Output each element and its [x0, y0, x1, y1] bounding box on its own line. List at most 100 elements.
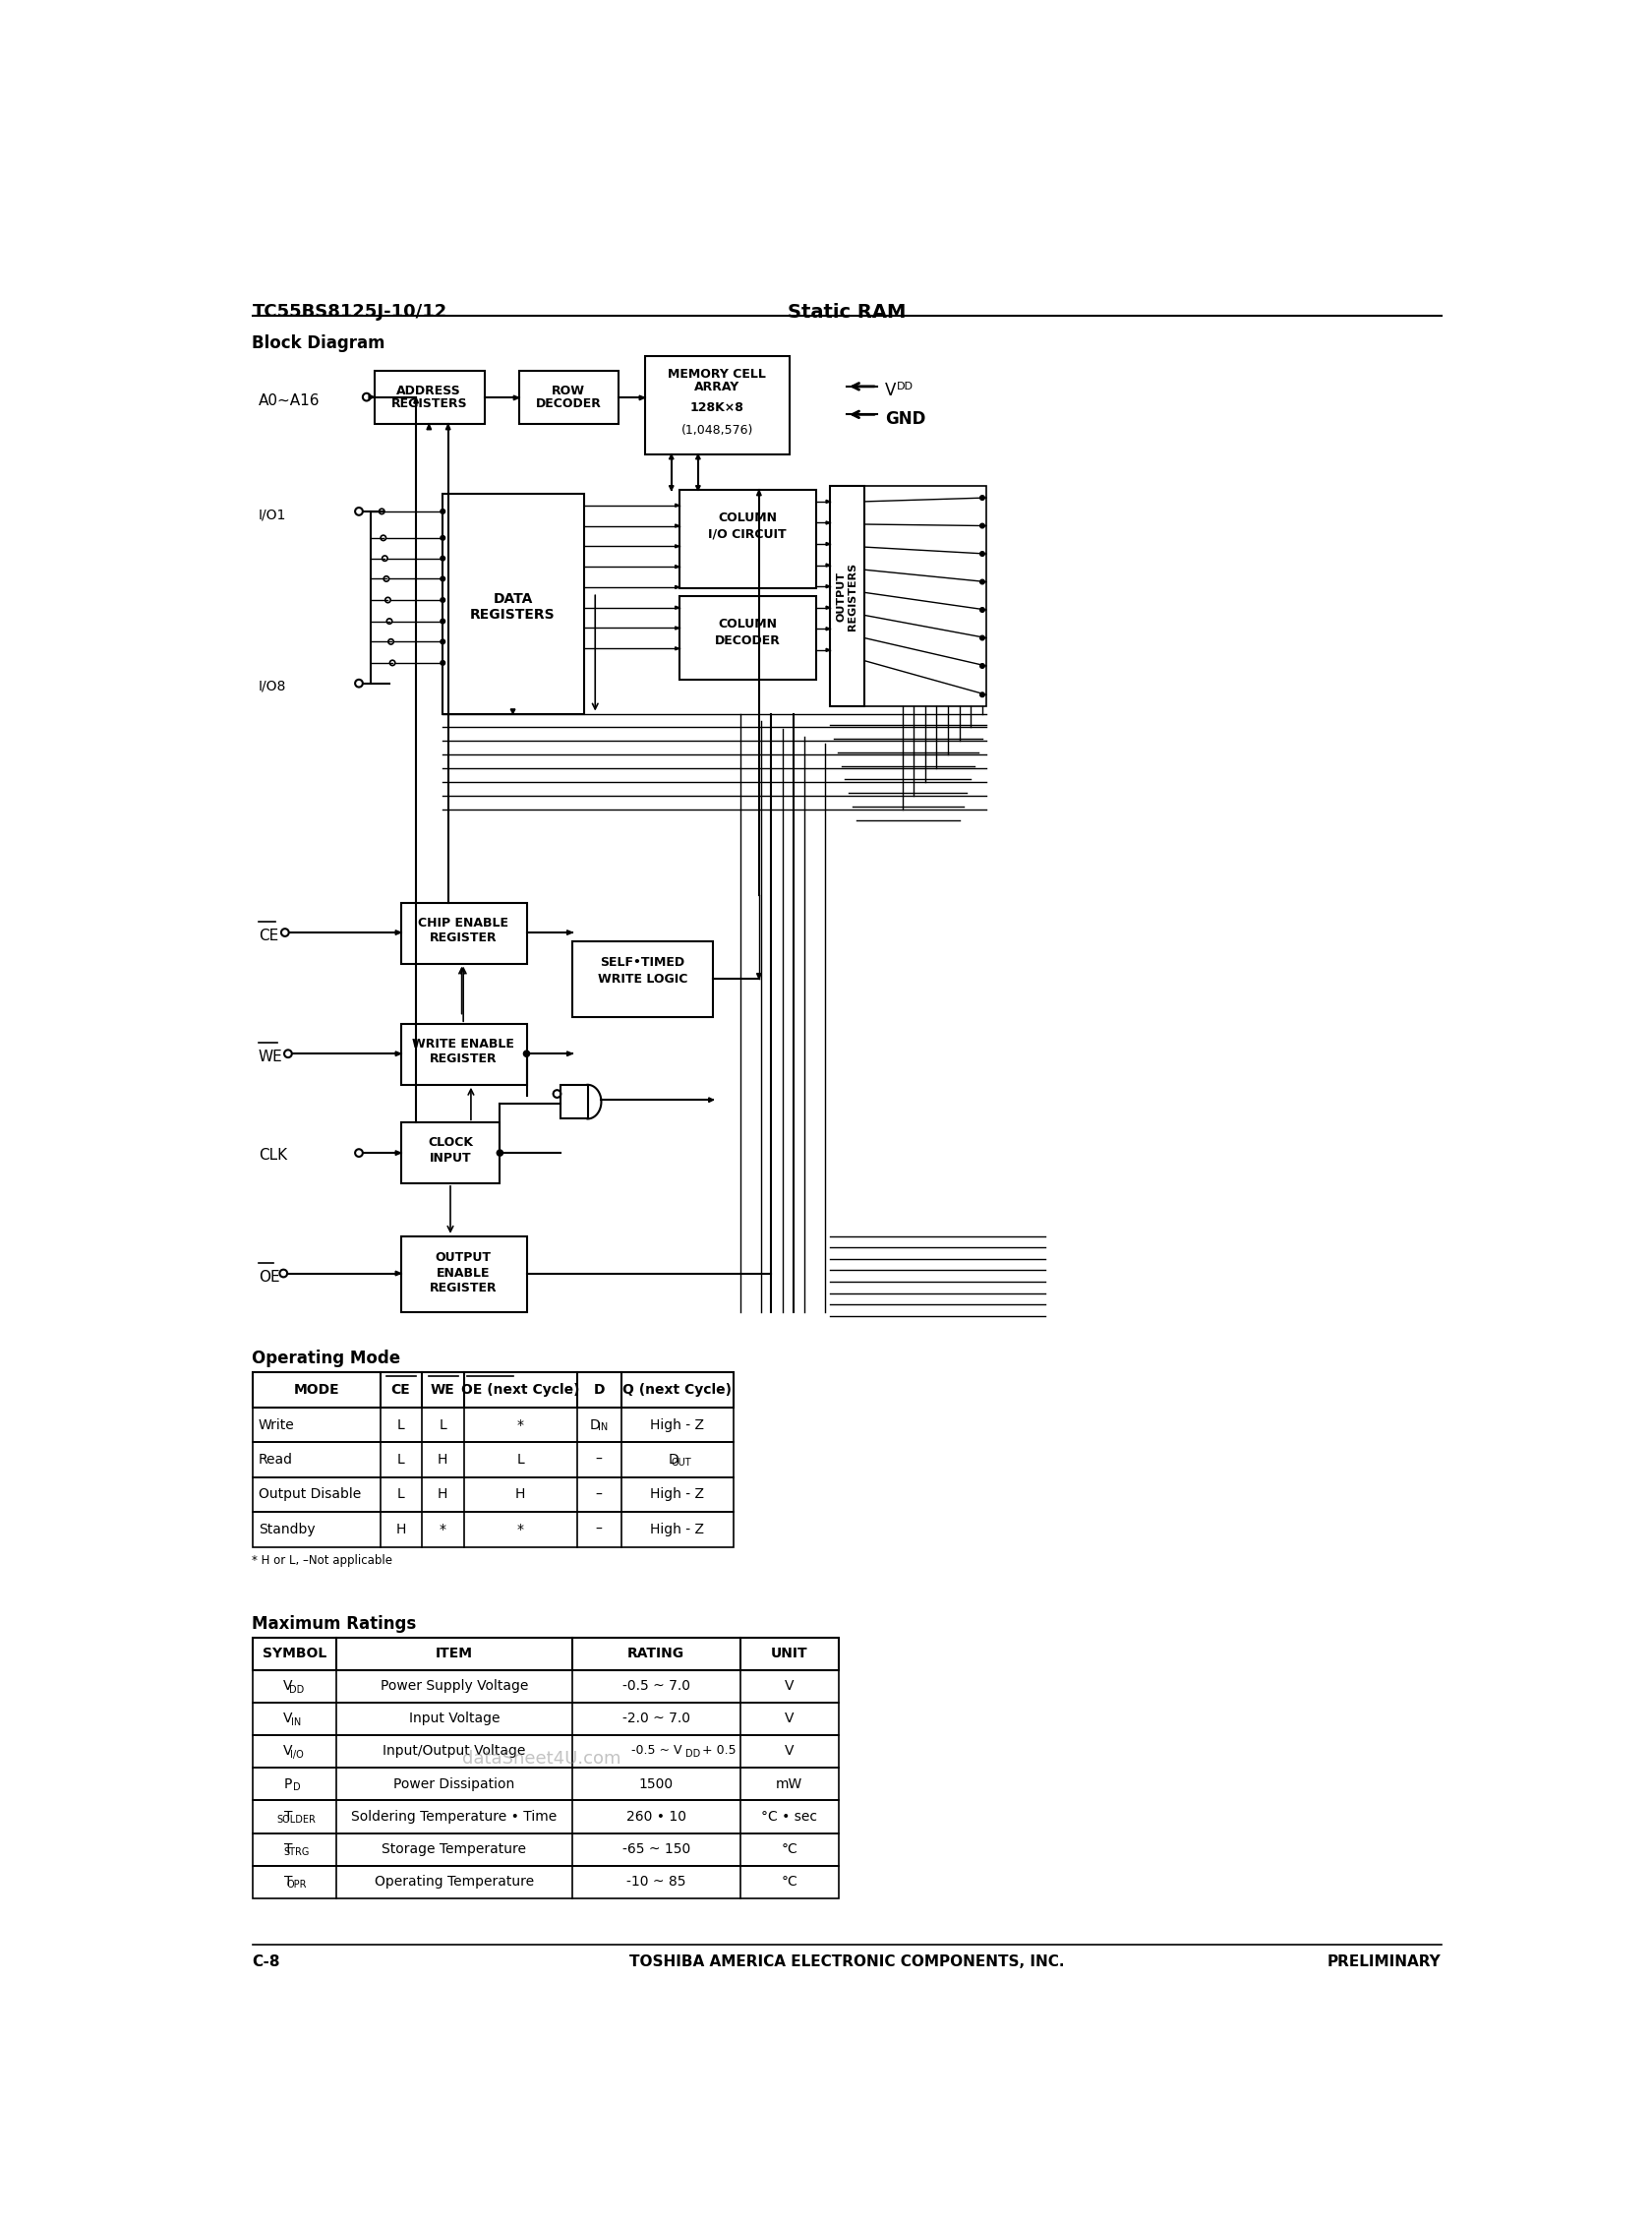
Polygon shape	[676, 647, 679, 649]
Polygon shape	[395, 929, 401, 936]
Text: Input/Output Voltage: Input/Output Voltage	[383, 1745, 525, 1758]
Bar	[572, 940, 714, 1016]
Text: L: L	[517, 1454, 524, 1467]
Text: OUTPUT: OUTPUT	[434, 1252, 491, 1265]
Circle shape	[980, 525, 985, 529]
Text: PRELIMINARY: PRELIMINARY	[1327, 1954, 1441, 1970]
Text: REGISTERS: REGISTERS	[471, 607, 555, 622]
Bar	[644, 356, 790, 453]
Text: D: D	[292, 1783, 301, 1792]
Text: SELF•TIMED: SELF•TIMED	[600, 956, 686, 969]
Text: ENABLE: ENABLE	[436, 1267, 491, 1278]
Text: -0.5 ~ V: -0.5 ~ V	[631, 1745, 682, 1756]
Text: + 0.5: + 0.5	[699, 1745, 737, 1756]
Circle shape	[441, 509, 444, 514]
Circle shape	[441, 660, 444, 665]
Text: ARRAY: ARRAY	[694, 380, 740, 393]
Text: MEMORY CELL: MEMORY CELL	[667, 367, 767, 380]
Bar	[253, 1767, 839, 1801]
Text: L: L	[439, 1418, 446, 1432]
Text: Standby: Standby	[258, 1523, 316, 1536]
Text: H: H	[438, 1454, 448, 1467]
Polygon shape	[826, 585, 829, 587]
Text: IN: IN	[291, 1716, 301, 1727]
Text: Block Diagram: Block Diagram	[253, 336, 385, 353]
Text: D: D	[669, 1454, 679, 1467]
Text: -10 ~ 85: -10 ~ 85	[626, 1874, 686, 1890]
Text: Soldering Temperature • Time: Soldering Temperature • Time	[352, 1810, 557, 1823]
Bar	[253, 1407, 733, 1443]
Polygon shape	[395, 1152, 401, 1156]
Text: D: D	[590, 1418, 600, 1432]
Circle shape	[980, 636, 985, 640]
Text: COLUMN: COLUMN	[719, 511, 776, 525]
Text: DECODER: DECODER	[715, 634, 780, 647]
Text: *: *	[517, 1523, 524, 1536]
Text: I/O1: I/O1	[258, 507, 286, 522]
Circle shape	[441, 618, 444, 622]
Text: OPR: OPR	[286, 1881, 307, 1890]
Text: MODE: MODE	[294, 1383, 339, 1396]
Text: Operating Temperature: Operating Temperature	[375, 1874, 534, 1890]
Bar	[829, 487, 864, 707]
Polygon shape	[669, 485, 674, 491]
Circle shape	[980, 580, 985, 585]
Bar	[401, 1236, 527, 1312]
Bar	[253, 1865, 839, 1898]
Text: WE: WE	[258, 1049, 282, 1065]
Text: I/O CIRCUIT: I/O CIRCUIT	[709, 529, 786, 540]
Text: DD: DD	[289, 1685, 304, 1694]
Text: V: V	[785, 1678, 795, 1694]
Text: –: –	[596, 1487, 603, 1501]
Text: -0.5 ~ 7.0: -0.5 ~ 7.0	[623, 1678, 691, 1694]
Text: OUT: OUT	[671, 1458, 692, 1467]
Circle shape	[980, 551, 985, 556]
Text: mW: mW	[776, 1776, 803, 1792]
Circle shape	[441, 576, 444, 580]
Polygon shape	[826, 500, 829, 502]
Text: Maximum Ratings: Maximum Ratings	[253, 1614, 416, 1632]
Polygon shape	[567, 929, 572, 936]
Text: °C • sec: °C • sec	[762, 1810, 818, 1823]
Polygon shape	[826, 649, 829, 651]
Text: ITEM: ITEM	[436, 1647, 472, 1661]
Text: C-8: C-8	[253, 1954, 281, 1970]
Polygon shape	[826, 520, 829, 525]
Text: DATA: DATA	[492, 594, 532, 607]
Bar	[401, 903, 527, 963]
Text: 1500: 1500	[639, 1776, 674, 1792]
Bar	[373, 371, 484, 425]
Text: REGISTERS: REGISTERS	[392, 398, 468, 411]
Text: SYMBOL: SYMBOL	[263, 1647, 325, 1661]
Circle shape	[497, 1149, 502, 1156]
Text: –: –	[596, 1454, 603, 1467]
Text: RATING: RATING	[628, 1647, 684, 1661]
Bar	[864, 487, 986, 707]
Text: H: H	[396, 1523, 406, 1536]
Bar	[253, 1801, 839, 1834]
Text: L: L	[396, 1454, 405, 1467]
Polygon shape	[446, 425, 451, 429]
Bar	[253, 1736, 839, 1767]
Bar	[253, 1834, 839, 1865]
Text: P: P	[284, 1776, 292, 1792]
Bar	[253, 1512, 733, 1547]
Text: OE: OE	[258, 1269, 279, 1285]
Bar	[253, 1703, 839, 1736]
Polygon shape	[676, 627, 679, 629]
Text: V: V	[785, 1712, 795, 1725]
Text: 260 • 10: 260 • 10	[626, 1810, 686, 1823]
Text: Storage Temperature: Storage Temperature	[382, 1843, 527, 1856]
Text: High - Z: High - Z	[651, 1487, 704, 1501]
Bar	[443, 494, 583, 714]
Circle shape	[441, 536, 444, 540]
Polygon shape	[826, 607, 829, 609]
Circle shape	[441, 598, 444, 602]
Circle shape	[980, 665, 985, 669]
Text: CHIP ENABLE: CHIP ENABLE	[418, 916, 509, 929]
Polygon shape	[368, 396, 373, 400]
Text: L: L	[396, 1418, 405, 1432]
Bar	[401, 1123, 501, 1183]
Text: Power Supply Voltage: Power Supply Voltage	[380, 1678, 529, 1694]
Text: High - Z: High - Z	[651, 1523, 704, 1536]
